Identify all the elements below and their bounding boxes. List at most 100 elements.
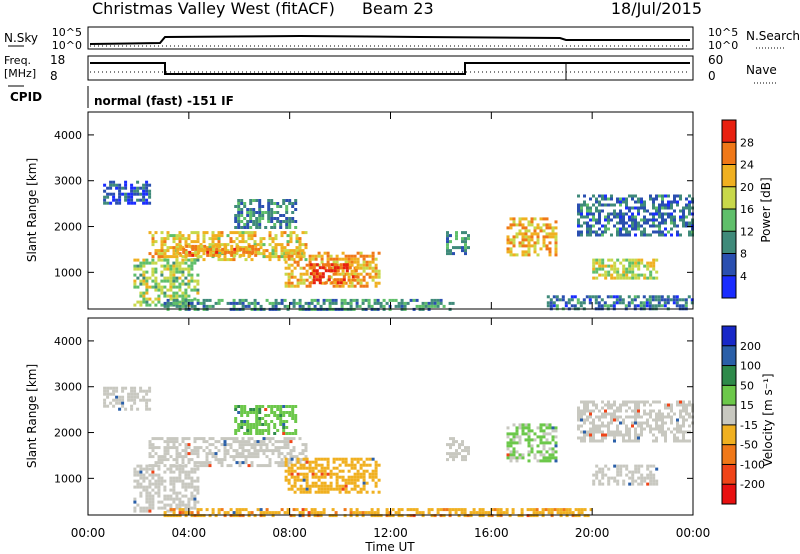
power-cell <box>282 214 286 217</box>
velocity-cell <box>157 494 161 498</box>
velocity-cell <box>199 437 203 441</box>
velocity-cell <box>592 409 595 413</box>
power-cell <box>197 247 201 251</box>
velocity-cell <box>265 443 269 447</box>
power-cell <box>327 278 331 282</box>
power-cell <box>245 247 249 251</box>
velocity-cell <box>583 430 586 434</box>
velocity-cell <box>344 463 348 467</box>
power-cell <box>142 294 146 298</box>
power-cell <box>356 275 360 279</box>
power-cell <box>539 226 543 230</box>
power-cell <box>124 186 128 190</box>
power-cell <box>217 249 221 253</box>
power-cell <box>582 298 586 302</box>
velocity-cell <box>583 514 587 518</box>
velocity-cell <box>341 484 345 488</box>
power-cell <box>283 298 287 302</box>
power-cell <box>433 298 437 302</box>
power-cell <box>518 241 522 245</box>
velocity-cell <box>664 403 667 407</box>
power-cell <box>646 221 649 225</box>
power-cell <box>657 301 661 305</box>
velocity-cell <box>580 436 583 440</box>
power-cell <box>175 270 179 274</box>
velocity-cell <box>317 457 321 461</box>
power-cell <box>142 276 146 280</box>
power-cell <box>142 291 146 295</box>
power-cell <box>688 209 691 213</box>
velocity-cell <box>276 417 280 420</box>
power-cell <box>679 233 682 237</box>
power-cell <box>305 284 309 288</box>
power-cell <box>345 263 349 267</box>
power-cell <box>464 252 467 256</box>
velocity-cell <box>655 400 658 404</box>
velocity-cell <box>296 457 300 461</box>
velocity-cell <box>181 464 185 468</box>
velocity-cell <box>622 482 626 486</box>
power-colorbar-tick-label: 16 <box>740 203 754 216</box>
velocity-cell <box>353 457 357 461</box>
date-label: 18/Jul/2015 <box>611 0 702 18</box>
power-cell <box>685 215 688 219</box>
velocity-cell <box>536 444 540 448</box>
power-cell <box>208 298 212 302</box>
power-cell <box>353 278 357 282</box>
power-cell <box>202 252 206 256</box>
velocity-cell <box>142 476 146 480</box>
power-cell <box>598 221 601 225</box>
velocity-cell <box>139 482 143 486</box>
power-cell <box>586 215 589 219</box>
velocity-cell <box>115 395 119 399</box>
velocity-cell <box>304 455 308 459</box>
power-cell <box>625 276 629 280</box>
velocity-cell <box>246 432 250 435</box>
power-cell <box>259 243 263 247</box>
velocity-cell <box>637 409 640 413</box>
velocity-cell <box>463 511 467 515</box>
velocity-cell <box>353 472 357 476</box>
velocity-cell <box>290 487 294 491</box>
power-cell <box>554 247 558 251</box>
power-cell <box>621 298 625 302</box>
power-cell <box>241 246 245 250</box>
power-cell <box>202 231 206 235</box>
power-cell <box>688 212 691 216</box>
velocity-cell <box>232 455 236 459</box>
velocity-cell <box>583 418 586 422</box>
velocity-cell <box>136 482 140 486</box>
power-cell <box>268 237 272 241</box>
power-cell <box>145 192 149 196</box>
power-cell <box>442 304 446 308</box>
power-cell <box>545 217 549 221</box>
power-cell <box>224 247 228 251</box>
power-cell <box>265 298 269 302</box>
velocity-cell <box>139 470 143 474</box>
power-cell <box>178 270 182 274</box>
power-cell <box>577 221 580 225</box>
velocity-cell <box>302 472 306 476</box>
power-cell <box>464 243 467 247</box>
velocity-cell <box>288 432 292 435</box>
velocity-cell <box>329 472 333 476</box>
power-cell <box>286 243 290 247</box>
velocity-cell <box>249 411 253 414</box>
power-cell <box>622 212 625 216</box>
power-cell <box>666 298 670 302</box>
velocity-cell <box>682 433 685 437</box>
velocity-cell <box>592 433 595 437</box>
velocity-cell <box>496 508 500 512</box>
velocity-cell <box>640 476 644 480</box>
velocity-cell <box>283 446 287 450</box>
velocity-cell <box>397 511 401 515</box>
velocity-cell <box>154 461 158 465</box>
power-cell <box>273 211 277 214</box>
velocity-cell <box>305 457 309 461</box>
power-cell <box>181 304 185 308</box>
velocity-cell <box>469 514 473 518</box>
velocity-cell <box>223 443 227 447</box>
power-cell <box>359 281 363 285</box>
velocity-cell <box>226 511 230 515</box>
power-cell <box>307 301 311 305</box>
